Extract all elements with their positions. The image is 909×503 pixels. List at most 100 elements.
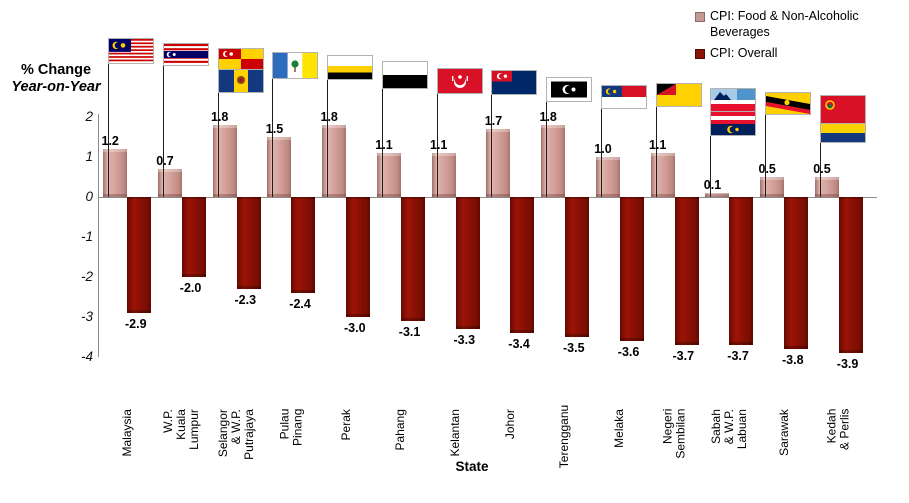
- x-axis-label-text: Melaka: [612, 408, 627, 448]
- cpi-food-value-sarawak: 0.5: [758, 162, 776, 176]
- x-axis-label-text: Sabah & W.P. Labuan: [708, 408, 749, 449]
- flag-sarawak-icon: [765, 92, 811, 115]
- cpi-food-value-kedah: 0.5: [813, 162, 831, 176]
- legend-item-overall: CPI: Overall: [695, 45, 885, 61]
- cpi-overall-value-pahang: -3.1: [398, 325, 421, 339]
- cpi-food-value-pahang: 1.1: [375, 138, 393, 152]
- cpi-overall-bar-malaysia: [127, 197, 151, 313]
- cpi-food-value-melaka: 1.0: [594, 142, 612, 156]
- x-axis-label-text: Johor: [502, 408, 517, 439]
- y-axis-line: [98, 114, 99, 357]
- flag-pole: [819, 98, 821, 197]
- legend-swatch-overall-icon: [695, 49, 705, 59]
- x-axis-label-negeri-sembilan: Negeri Sembilan: [647, 386, 702, 486]
- cpi-food-bar-kuala-lumpur: [157, 169, 182, 197]
- cpi-overall-bar-sarawak: [784, 197, 808, 349]
- x-axis-label-kuala-lumpur: W.P. Kuala Lumpur: [154, 386, 209, 486]
- cpi-overall-value-malaysia: -2.9: [125, 317, 147, 331]
- x-axis-label-text: Malaysia: [119, 408, 134, 456]
- x-axis-label-text: Kelantan: [447, 408, 462, 456]
- legend-label-food: CPI: Food & Non-Alcoholic Beverages: [710, 9, 859, 39]
- x-axis-label-text: Sarawak: [776, 408, 791, 456]
- flag-selangor-icon: [217, 48, 264, 70]
- x-axis-label-kedah: Kedah & Perlis: [811, 386, 866, 486]
- cpi-overall-bar-pulau-pinang: [291, 197, 316, 293]
- x-axis-label-perak: Perak: [319, 386, 374, 486]
- cpi-overall-bar-johor: [510, 197, 535, 333]
- cpi-food-value-pulau-pinang: 1.5: [265, 122, 284, 136]
- x-axis-label-text: Pahang: [393, 408, 408, 450]
- cpi-overall-bar-kuala-lumpur: [181, 197, 206, 277]
- legend-label-overall: CPI: Overall: [710, 46, 778, 60]
- legend-swatch-food-icon: [695, 12, 705, 22]
- flag-pole: [600, 88, 602, 197]
- x-axis-label-text: W.P. Kuala Lumpur: [161, 408, 202, 450]
- cpi-overall-bar-kedah: [838, 197, 863, 353]
- flag-perak-icon: [327, 55, 373, 80]
- cpi-food-value-kelantan: 1.1: [430, 138, 448, 152]
- flag-negeri-sembilan-icon: [655, 83, 702, 107]
- cpi-overall-bar-kelantan: [455, 197, 480, 329]
- flag-kelantan-icon: [436, 68, 483, 94]
- cpi-food-bar-pahang: [376, 153, 401, 197]
- cpi-food-bar-perak: [322, 125, 346, 197]
- flag-johor-icon: [491, 70, 538, 95]
- flag-malaysia-icon: [108, 38, 154, 64]
- y-tick-label: -3: [80, 309, 93, 324]
- flag-pole: [217, 51, 219, 197]
- x-axis-label-malaysia: Malaysia: [100, 386, 155, 486]
- cpi-overall-bar-sabah: [729, 197, 754, 345]
- cpi-overall-value-perak: -3.0: [344, 321, 366, 335]
- flag-pahang-icon: [381, 61, 428, 89]
- flag-pole: [381, 64, 383, 197]
- x-axis-label-text: Selangor & W.P. Putrajaya: [215, 408, 256, 460]
- cpi-food-bar-johor: [486, 129, 511, 197]
- cpi-food-value-malaysia: 1.2: [101, 134, 119, 148]
- cpi-overall-value-melaka: -3.6: [617, 345, 640, 359]
- flag-melaka-icon: [600, 85, 647, 109]
- x-axis-label-sarawak: Sarawak: [757, 386, 812, 486]
- flag-kuala-lumpur-icon: [162, 43, 209, 66]
- x-axis-label-text: Pulau Pinang: [277, 408, 305, 446]
- y-tick-label: -4: [80, 349, 93, 364]
- flag-terengganu-icon: [546, 77, 592, 102]
- cpi-overall-value-kelantan: -3.3: [453, 333, 476, 347]
- cpi-overall-value-negeri-sembilan: -3.7: [672, 349, 695, 363]
- flag-pole: [491, 73, 493, 197]
- cpi-overall-bar-melaka: [619, 197, 644, 341]
- cpi-overall-value-pulau-pinang: -2.4: [289, 297, 311, 311]
- cpi-food-value-selangor: 1.8: [211, 110, 229, 124]
- flag-pole: [765, 95, 766, 197]
- cpi-food-value-kuala-lumpur: 0.7: [156, 154, 174, 168]
- flag-kedah-icon: [819, 95, 866, 124]
- x-axis-label-melaka: Melaka: [592, 386, 647, 486]
- flag-pole: [327, 58, 328, 197]
- zero-axis-line: [98, 197, 877, 198]
- cpi-overall-value-johor: -3.4: [508, 337, 530, 351]
- cpi-food-value-negeri-sembilan: 1.1: [649, 138, 667, 152]
- flag-sabah-icon: [710, 88, 757, 112]
- flag-pole: [546, 80, 547, 197]
- flag-pole: [162, 46, 164, 197]
- cpi-food-value-johor: 1.7: [484, 114, 503, 128]
- legend-item-food: CPI: Food & Non-Alcoholic Beverages: [695, 8, 885, 40]
- y-tick-label: 2: [85, 109, 93, 124]
- cpi-overall-bar-pahang: [400, 197, 425, 321]
- cpi-overall-value-kedah: -3.9: [836, 357, 859, 371]
- flag-pole: [272, 55, 274, 197]
- cpi-food-value-sabah: 0.1: [703, 178, 722, 192]
- cpi-overall-bar-selangor: [236, 197, 261, 289]
- cpi-overall-value-sarawak: -3.8: [782, 353, 804, 367]
- x-axis-label-sabah: Sabah & W.P. Labuan: [702, 386, 757, 486]
- x-axis-label-text: Negeri Sembilan: [660, 408, 688, 459]
- x-axis-label-text: Perak: [338, 408, 353, 440]
- x-axis-title: State: [455, 459, 489, 474]
- cpi-food-bar-selangor: [212, 125, 237, 197]
- y-axis-title-line2: Year-on-Year: [11, 79, 101, 95]
- cpi-food-bar-negeri-sembilan: [650, 153, 675, 197]
- cpi-food-bar-terengganu: [541, 125, 565, 197]
- cpi-food-bar-malaysia: [103, 149, 127, 197]
- y-tick-label: 1: [85, 149, 93, 164]
- flag-pole: [655, 86, 657, 197]
